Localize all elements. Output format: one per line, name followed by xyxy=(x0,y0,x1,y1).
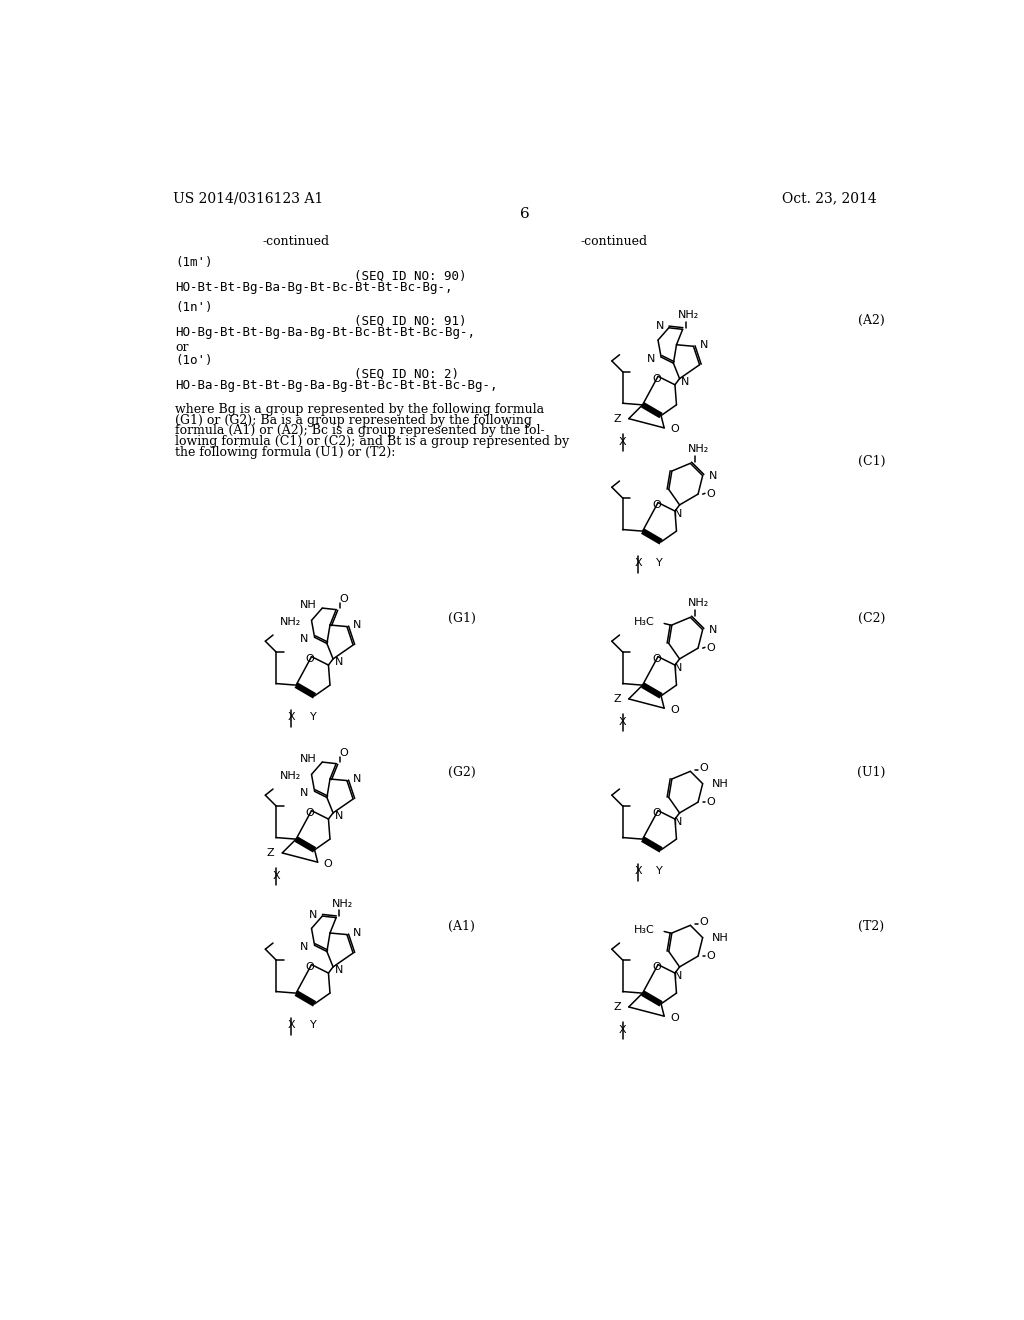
Text: O: O xyxy=(671,1012,679,1023)
Text: Y: Y xyxy=(309,1020,316,1031)
Text: O: O xyxy=(652,962,660,972)
Text: NH: NH xyxy=(299,601,316,610)
Text: NH₂: NH₂ xyxy=(678,310,699,321)
Text: Y: Y xyxy=(309,713,316,722)
Text: Y: Y xyxy=(656,558,663,569)
Text: X: X xyxy=(618,1026,627,1035)
Text: N: N xyxy=(353,928,361,939)
Text: NH: NH xyxy=(299,754,316,764)
Text: the following formula (U1) or (T2):: the following formula (U1) or (T2): xyxy=(175,446,395,459)
Text: N: N xyxy=(674,508,682,519)
Text: O: O xyxy=(706,490,715,499)
Text: O: O xyxy=(340,594,348,603)
Text: N: N xyxy=(709,471,717,480)
Text: X: X xyxy=(634,866,642,876)
Text: X: X xyxy=(634,558,642,569)
Text: (1o'): (1o') xyxy=(175,354,213,367)
Text: O: O xyxy=(305,808,314,818)
Text: O: O xyxy=(706,643,715,653)
Text: NH: NH xyxy=(712,779,729,788)
Text: or: or xyxy=(175,341,188,354)
Text: (1m'): (1m') xyxy=(175,256,213,269)
Text: X: X xyxy=(288,713,295,722)
Text: N: N xyxy=(309,909,317,920)
Text: Z: Z xyxy=(613,413,621,424)
Text: (G2): (G2) xyxy=(447,767,475,779)
Text: HO-Ba-Bg-Bt-Bt-Bg-Ba-Bg-Bt-Bc-Bt-Bt-Bc-Bg-,: HO-Ba-Bg-Bt-Bt-Bg-Ba-Bg-Bt-Bc-Bt-Bt-Bc-B… xyxy=(175,379,498,392)
Text: (SEQ ID NO: 90): (SEQ ID NO: 90) xyxy=(354,269,466,282)
Text: O: O xyxy=(305,653,314,664)
Text: lowing formula (C1) or (C2); and Bt is a group represented by: lowing formula (C1) or (C2); and Bt is a… xyxy=(175,436,569,449)
Text: 6: 6 xyxy=(520,207,529,220)
Text: -continued: -continued xyxy=(262,235,330,248)
Text: N: N xyxy=(353,774,361,784)
Text: N: N xyxy=(335,810,343,821)
Text: HO-Bt-Bt-Bg-Ba-Bg-Bt-Bc-Bt-Bt-Bc-Bg-,: HO-Bt-Bt-Bg-Ba-Bg-Bt-Bc-Bt-Bt-Bc-Bg-, xyxy=(175,281,453,294)
Text: NH: NH xyxy=(712,933,729,942)
Text: N: N xyxy=(681,376,689,387)
Text: -continued: -continued xyxy=(581,235,648,248)
Text: HO-Bg-Bt-Bt-Bg-Ba-Bg-Bt-Bc-Bt-Bt-Bc-Bg-,: HO-Bg-Bt-Bt-Bg-Ba-Bg-Bt-Bc-Bt-Bt-Bc-Bg-, xyxy=(175,326,475,339)
Text: N: N xyxy=(674,663,682,673)
Text: NH₂: NH₂ xyxy=(332,899,353,908)
Text: O: O xyxy=(706,797,715,807)
Text: (G1): (G1) xyxy=(447,612,475,626)
Text: O: O xyxy=(305,962,314,972)
Text: O: O xyxy=(699,917,709,927)
Text: N: N xyxy=(655,321,665,331)
Text: O: O xyxy=(340,748,348,758)
Text: H₃C: H₃C xyxy=(634,616,655,627)
Text: where Bg is a group represented by the following formula: where Bg is a group represented by the f… xyxy=(175,403,545,416)
Text: Oct. 23, 2014: Oct. 23, 2014 xyxy=(782,191,877,206)
Text: NH₂: NH₂ xyxy=(687,598,709,609)
Text: O: O xyxy=(652,653,660,664)
Text: (SEQ ID NO: 91): (SEQ ID NO: 91) xyxy=(354,314,466,327)
Text: N: N xyxy=(646,354,655,363)
Text: O: O xyxy=(671,425,679,434)
Text: Z: Z xyxy=(613,694,621,704)
Text: (T2): (T2) xyxy=(858,920,885,933)
Text: N: N xyxy=(699,339,708,350)
Text: O: O xyxy=(652,500,660,510)
Text: O: O xyxy=(699,763,709,774)
Text: O: O xyxy=(324,859,333,869)
Text: NH₂: NH₂ xyxy=(280,771,301,781)
Text: X: X xyxy=(618,437,627,446)
Text: NH₂: NH₂ xyxy=(280,616,301,627)
Text: Y: Y xyxy=(656,866,663,876)
Text: (1n'): (1n') xyxy=(175,301,213,314)
Text: N: N xyxy=(709,624,717,635)
Text: N: N xyxy=(335,657,343,667)
Text: N: N xyxy=(335,965,343,975)
Text: O: O xyxy=(652,374,660,384)
Text: X: X xyxy=(618,717,627,727)
Text: O: O xyxy=(652,808,660,818)
Text: (A2): (A2) xyxy=(858,314,885,326)
Text: (C2): (C2) xyxy=(858,612,885,626)
Text: (SEQ ID NO: 2): (SEQ ID NO: 2) xyxy=(354,367,459,380)
Text: X: X xyxy=(288,1020,295,1031)
Text: N: N xyxy=(300,942,308,952)
Text: O: O xyxy=(671,705,679,714)
Text: NH₂: NH₂ xyxy=(687,445,709,454)
Text: Z: Z xyxy=(267,847,274,858)
Text: N: N xyxy=(300,788,308,797)
Text: N: N xyxy=(300,634,308,644)
Text: N: N xyxy=(353,620,361,630)
Text: N: N xyxy=(674,970,682,981)
Text: (C1): (C1) xyxy=(857,454,885,467)
Text: (U1): (U1) xyxy=(857,767,886,779)
Text: H₃C: H₃C xyxy=(634,925,655,935)
Text: O: O xyxy=(706,952,715,961)
Text: X: X xyxy=(272,871,280,880)
Text: (A1): (A1) xyxy=(449,920,475,933)
Text: (G1) or (G2); Ba is a group represented by the following: (G1) or (G2); Ba is a group represented … xyxy=(175,413,532,426)
Text: N: N xyxy=(674,817,682,826)
Text: US 2014/0316123 A1: US 2014/0316123 A1 xyxy=(173,191,324,206)
Text: Z: Z xyxy=(613,1002,621,1012)
Text: formula (A1) or (A2); Bc is a group represented by the fol-: formula (A1) or (A2); Bc is a group repr… xyxy=(175,425,545,437)
